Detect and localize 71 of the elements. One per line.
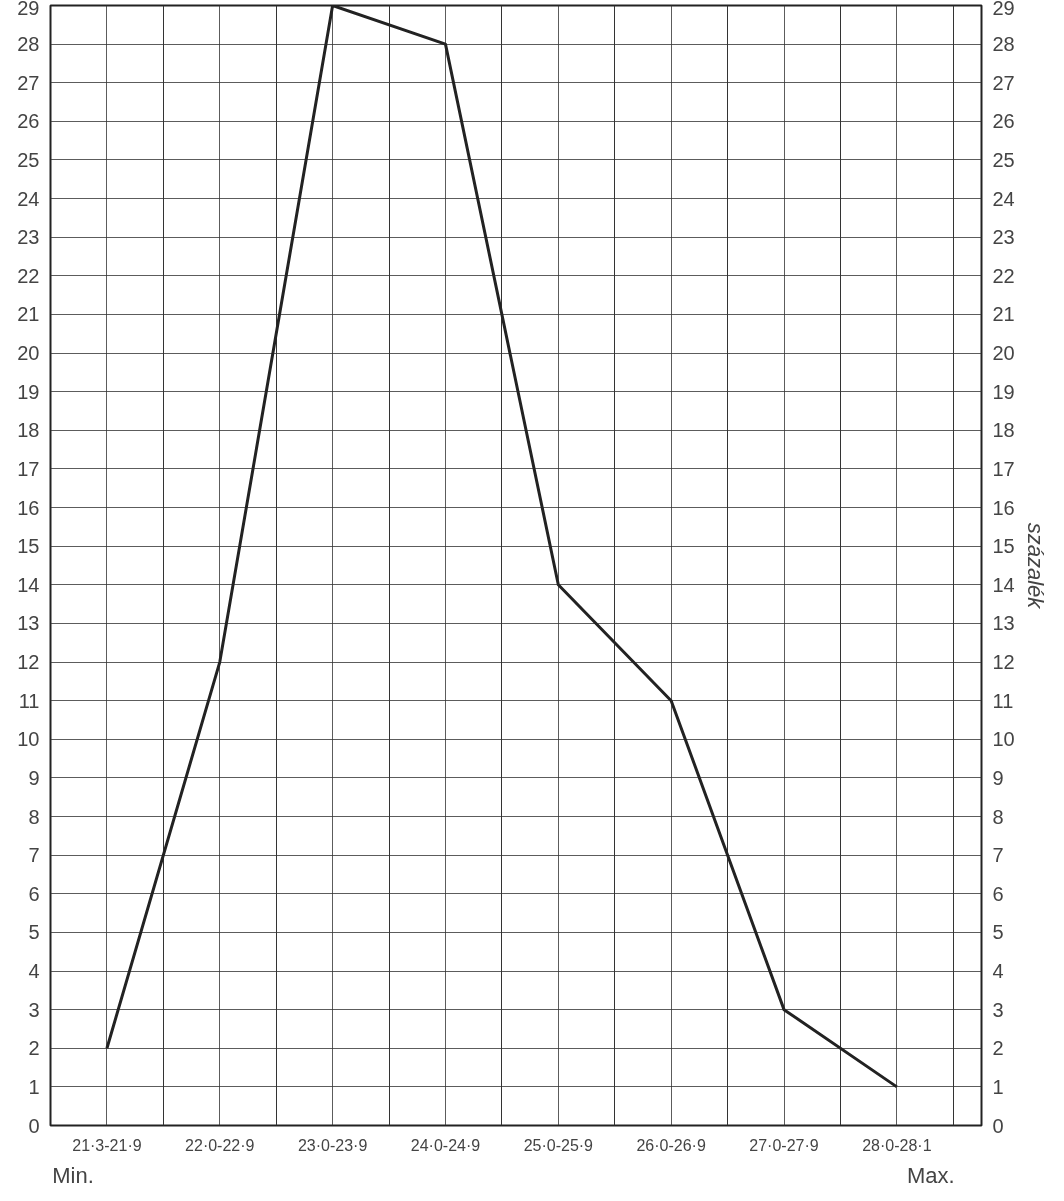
y2-tick-label: 21 xyxy=(992,303,1015,326)
y-tick-label: 9 xyxy=(28,766,40,789)
y-tick-label: 11 xyxy=(18,689,40,712)
x-tick-label: 28·0-28·1 xyxy=(862,1136,932,1154)
y2-tick-label: 11 xyxy=(992,689,1014,712)
y-tick-label: 3 xyxy=(28,998,40,1021)
y2-tick-label: 7 xyxy=(992,844,1004,867)
y-tick-label: 6 xyxy=(28,882,40,905)
y-tick-label: 20 xyxy=(17,342,40,365)
y2-tick-label: 20 xyxy=(992,342,1015,365)
y2-tick-label: 6 xyxy=(992,882,1004,905)
y-tick-label: 21 xyxy=(17,303,40,326)
y-tick-label: 13 xyxy=(17,612,40,635)
x-tick-label: 23·0-23·9 xyxy=(297,1136,368,1154)
y-tick-label: 7 xyxy=(28,844,40,867)
y-tick-label: 8 xyxy=(28,805,40,828)
y-tick-label: 14 xyxy=(17,573,40,596)
y-tick-label: 25 xyxy=(17,148,40,171)
x-tick-label: 27·0-27·9 xyxy=(749,1136,819,1154)
y2-tick-label: 24 xyxy=(992,187,1015,210)
x-tick-label: 22·0-22·9 xyxy=(185,1136,255,1154)
y-tick-label: 29 xyxy=(17,0,40,19)
text: Min. xyxy=(52,1162,94,1188)
x-tick-label: 21·3-21·9 xyxy=(72,1136,142,1154)
y2-tick-label: 3 xyxy=(992,998,1004,1021)
y-tick-label: 26 xyxy=(17,110,40,133)
y2-tick-label: 18 xyxy=(992,419,1015,442)
y-tick-label: 24 xyxy=(17,187,40,210)
y2-tick-label: 15 xyxy=(992,535,1015,558)
y-tick-label: 19 xyxy=(17,380,40,403)
y-tick-label: 16 xyxy=(17,496,40,519)
y2-tick-label: 26 xyxy=(992,110,1015,133)
x-tick-label: 26·0-26·9 xyxy=(636,1136,706,1154)
y-tick-label: 2 xyxy=(28,1037,40,1060)
y-tick-label: 10 xyxy=(17,728,40,751)
y2-tick-label: 9 xyxy=(992,766,1004,789)
y2-tick-label: 5 xyxy=(992,921,1004,944)
y2-tick-label: 10 xyxy=(992,728,1015,751)
y-tick-label: 4 xyxy=(28,960,40,983)
y-tick-label: 0 xyxy=(28,1114,40,1137)
y-tick-label: 17 xyxy=(17,457,40,480)
y2-tick-label: 16 xyxy=(992,496,1015,519)
y2-tick-label: 22 xyxy=(992,264,1015,287)
y2-tick-label: 29 xyxy=(992,0,1015,19)
y-tick-label: 12 xyxy=(17,651,40,674)
y2-tick-label: 23 xyxy=(992,226,1015,249)
y-tick-label: 1 xyxy=(28,1075,40,1098)
y2-tick-label: 19 xyxy=(992,380,1015,403)
text: Max. xyxy=(906,1162,955,1188)
x-tick-label: 24·0-24·9 xyxy=(410,1136,481,1154)
y2-axis-title: százalék xyxy=(1022,522,1048,610)
y2-tick-label: 27 xyxy=(992,71,1015,94)
y2-tick-label: 0 xyxy=(992,1114,1004,1137)
y-tick-label: 27 xyxy=(17,71,40,94)
y2-tick-label: 14 xyxy=(992,573,1015,596)
y2-tick-label: 8 xyxy=(992,805,1004,828)
y2-tick-label: 12 xyxy=(992,651,1015,674)
y-tick-label: 18 xyxy=(17,419,40,442)
y2-tick-label: 13 xyxy=(992,612,1015,635)
x-tick-label: 25·0-25·9 xyxy=(523,1136,594,1154)
y2-tick-label: 17 xyxy=(992,457,1015,480)
y2-tick-label: 25 xyxy=(992,148,1015,171)
y-tick-label: 5 xyxy=(28,921,40,944)
y-tick-label: 15 xyxy=(17,535,40,558)
y-tick-label: 22 xyxy=(17,264,40,287)
y-tick-label: 28 xyxy=(17,33,40,56)
y-tick-label: 23 xyxy=(17,226,40,249)
y2-tick-label: 1 xyxy=(992,1075,1004,1098)
y2-tick-label: 2 xyxy=(992,1037,1004,1060)
y2-tick-label: 28 xyxy=(992,33,1015,56)
y2-tick-label: 4 xyxy=(992,960,1004,983)
